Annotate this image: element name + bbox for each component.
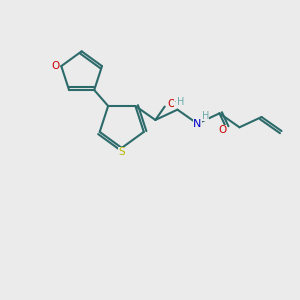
Text: ·H: ·H [174, 97, 184, 107]
Text: O: O [167, 100, 176, 110]
Text: N: N [193, 118, 202, 129]
Text: H: H [202, 111, 209, 121]
Text: S: S [118, 147, 125, 158]
Text: O: O [218, 125, 226, 135]
Text: O: O [52, 61, 60, 71]
